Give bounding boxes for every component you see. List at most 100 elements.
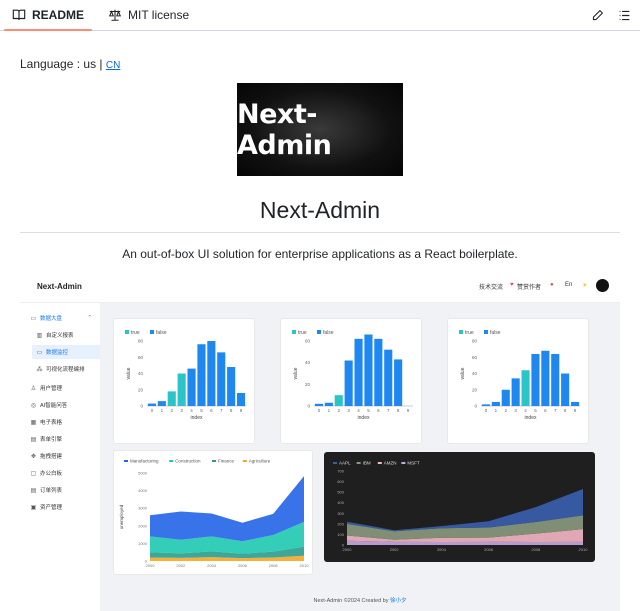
x-tick-label: 8: [397, 408, 400, 413]
legend-true-swatch: [292, 330, 296, 334]
readme-tagline: An out-of-box UI solution for enterprise…: [122, 247, 518, 261]
preview-sidebar-item: ▤ 表单引擎: [20, 432, 100, 446]
area-series: [347, 540, 583, 545]
edit-file-button[interactable]: [588, 6, 606, 24]
bar: [147, 403, 157, 406]
ai-icon: ◎: [30, 402, 37, 409]
y-axis-label: value: [126, 367, 132, 379]
y-tick-label: 700: [337, 469, 344, 474]
y-axis-label: unemployed: [119, 504, 124, 529]
y-tick-label: 20: [305, 382, 311, 387]
bar: [491, 401, 500, 406]
form-icon: ▤: [30, 436, 37, 443]
legend-label: AMZN: [384, 461, 397, 466]
preview-sidebar-label: 资产管理: [40, 505, 63, 511]
next-admin-logo: Next-Admin: [237, 83, 403, 176]
tab-mit-license-label: MIT license: [128, 8, 190, 22]
y-tick-label: 0: [474, 404, 477, 409]
preview-sidebar-item: ◎ AI智能问答: [20, 398, 100, 412]
user-icon: ♙: [30, 385, 37, 392]
area-series: [150, 546, 304, 559]
preview-lang-switch: En: [565, 282, 573, 288]
bar: [394, 359, 403, 406]
x-tick-label: 1: [495, 408, 498, 413]
x-axis-label: index: [358, 415, 370, 421]
legend-true-swatch: [125, 330, 129, 334]
logo-text: Next-Admin: [237, 98, 332, 161]
preview-sidebar-item: ▢ 办公白板: [20, 466, 100, 480]
table-icon: ▦: [30, 419, 37, 426]
x-tick-label: 4: [357, 408, 360, 413]
legend-swatch: [212, 460, 216, 462]
bar: [551, 354, 560, 406]
preview-sidebar-label: AI智能问答: [40, 403, 68, 409]
y-tick-label: 5000: [138, 471, 148, 476]
y-tick-label: 60: [305, 339, 311, 344]
bar: [157, 401, 166, 406]
preview-sidebar-label: 用户管理: [40, 386, 63, 392]
list-icon: [619, 10, 629, 20]
tab-readme-label: README: [32, 8, 85, 22]
x-tick-label: 2002: [390, 547, 400, 552]
x-tick-label: 2010: [300, 563, 310, 568]
x-tick-label: 2004: [207, 563, 217, 568]
x-tick-label: 2006: [238, 563, 248, 568]
legend-false-swatch: [484, 330, 488, 334]
dashboard-icon: ▭: [30, 315, 37, 322]
bar: [501, 389, 510, 406]
language-switch: Language : us | CN: [20, 57, 120, 71]
preview-sidebar-label: 办公白板: [40, 471, 63, 477]
preview-heart-icon: ♥: [510, 282, 514, 288]
preview-header: Next-Admin 技术交流 ♥ 赞赏作者 ● En ☀: [20, 270, 620, 303]
bar: [334, 395, 343, 406]
tab-mit-license[interactable]: MIT license: [96, 0, 201, 30]
area-series: [150, 476, 304, 542]
x-tick-label: 5: [367, 408, 370, 413]
bar: [521, 370, 530, 406]
x-tick-label: 1: [161, 408, 164, 413]
bar-chart-icon: ▥: [36, 332, 43, 339]
x-tick-label: 7: [387, 408, 390, 413]
order-icon: ▤: [30, 487, 37, 494]
area-chart-unemployment: 0 1000 2000 3000 4000 5000 2000 2002 2004 2006 200…: [119, 459, 310, 569]
x-tick-label: 2002: [176, 563, 186, 568]
whiteboard-icon: ▢: [30, 470, 37, 477]
bar: [344, 360, 353, 406]
bar: [570, 401, 580, 406]
legend-label: MSFT: [407, 461, 419, 466]
y-tick-label: 40: [138, 371, 144, 376]
preview-header-sponsor: 赞赏作者: [517, 285, 542, 291]
tab-readme[interactable]: README: [0, 0, 96, 31]
x-tick-label: 2004: [437, 547, 447, 552]
bar: [227, 367, 236, 406]
x-tick-label: 2010: [579, 547, 589, 552]
area-series: [347, 488, 583, 532]
outline-button[interactable]: [615, 6, 633, 24]
preview-sidebar-label: 拖拽搭建: [40, 454, 63, 460]
y-tick-label: 0: [145, 559, 148, 564]
x-tick-label: 2: [504, 408, 507, 413]
preview-sidebar-item: ⁂ 可视化流程编排: [20, 362, 100, 376]
bar: [354, 338, 363, 406]
legend-swatch: [333, 462, 337, 464]
legend-swatch: [356, 462, 361, 464]
x-tick-label: 2: [170, 408, 173, 413]
bar: [314, 403, 324, 406]
legend-false-swatch: [317, 330, 321, 334]
y-axis-label: value: [460, 367, 466, 379]
monitor-icon: ▭: [36, 349, 43, 356]
preview-sidebar-item: ▭ 数据监控: [32, 345, 100, 359]
area-series: [150, 555, 304, 561]
bar: [541, 350, 550, 406]
bar: [207, 341, 216, 406]
legend-label: false: [156, 330, 167, 336]
area-chart-card-unemployment: 0 1000 2000 3000 4000 5000 2000 2002 2004 2006 200…: [113, 450, 313, 575]
preview-bell-icon: ●: [550, 282, 554, 288]
preview-sun-icon: ☀: [582, 283, 588, 289]
preview-sidebar-item: ▥ 自定义报表: [20, 328, 100, 342]
language-cn-link[interactable]: CN: [105, 60, 121, 71]
x-tick-label: 2008: [269, 563, 279, 568]
preview-sidebar-item: ▭ 数据大盘 ⌃: [20, 311, 100, 325]
pencil-icon: [592, 9, 603, 20]
y-tick-label: 60: [472, 355, 478, 360]
